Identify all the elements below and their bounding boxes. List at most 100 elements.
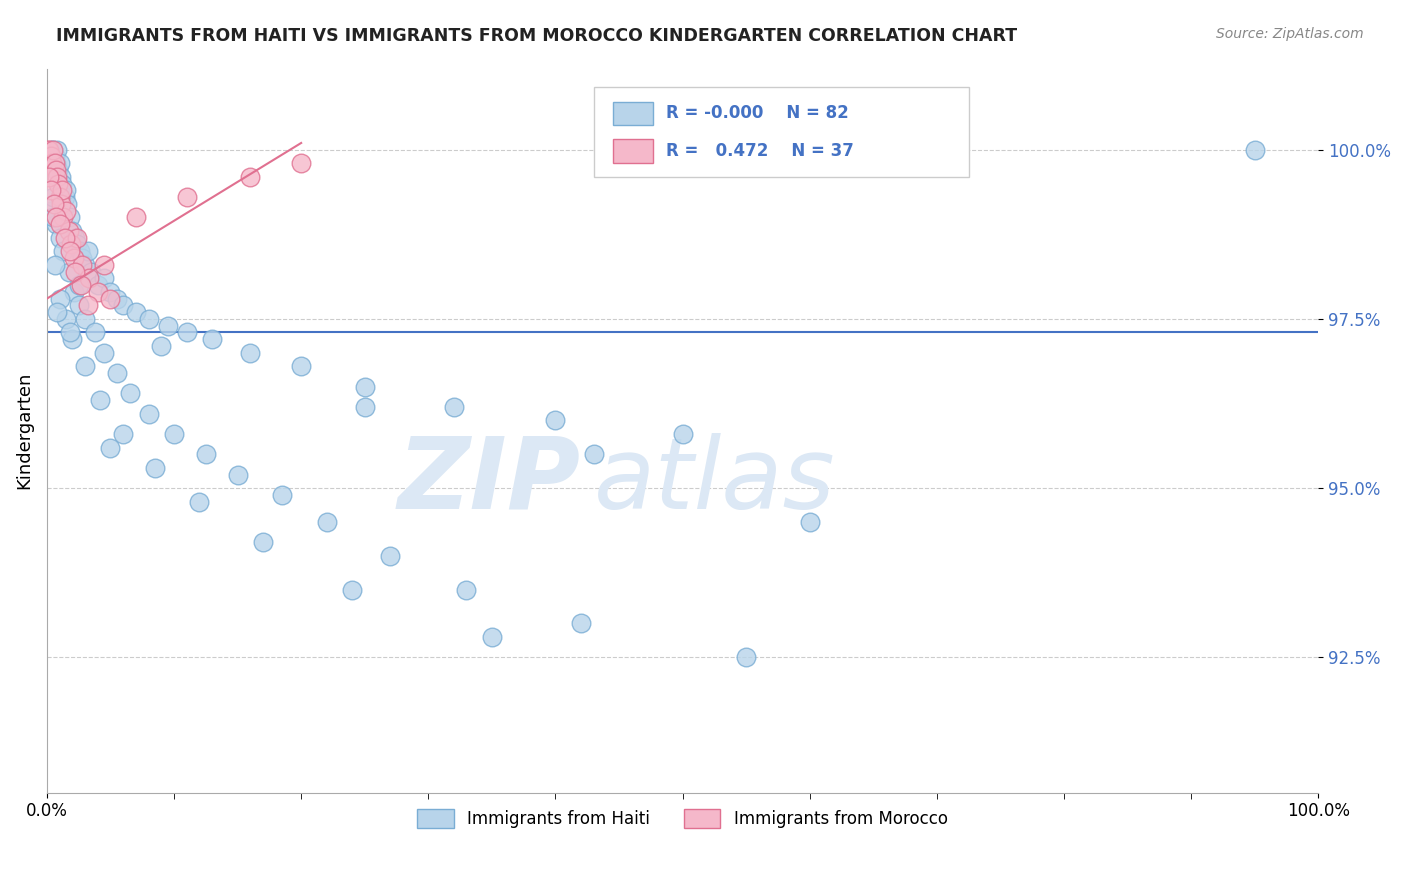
Point xyxy=(73,258,96,272)
Point xyxy=(125,211,148,225)
Point xyxy=(1243,143,1265,157)
Point xyxy=(194,447,217,461)
Point xyxy=(49,169,72,184)
Point xyxy=(62,251,84,265)
Point xyxy=(39,203,62,218)
Point xyxy=(143,460,166,475)
Point xyxy=(290,156,312,170)
Point xyxy=(290,359,312,374)
Text: Source: ZipAtlas.com: Source: ZipAtlas.com xyxy=(1216,27,1364,41)
Point xyxy=(67,298,90,312)
Point xyxy=(60,237,83,252)
Point xyxy=(138,312,160,326)
Y-axis label: Kindergarten: Kindergarten xyxy=(15,372,32,490)
Point xyxy=(112,298,135,312)
Point xyxy=(443,400,465,414)
Point xyxy=(72,251,94,265)
Point xyxy=(42,143,65,157)
Point xyxy=(53,230,76,244)
Point xyxy=(353,379,375,393)
Point xyxy=(46,169,69,184)
Point xyxy=(100,441,122,455)
Point xyxy=(93,271,115,285)
Point xyxy=(45,163,67,178)
Point xyxy=(66,230,89,244)
Point xyxy=(105,292,128,306)
Point xyxy=(671,427,693,442)
Point xyxy=(55,183,77,197)
Point xyxy=(112,427,135,442)
Point xyxy=(38,143,60,157)
Point xyxy=(69,244,91,259)
Bar xyxy=(613,102,654,125)
Text: IMMIGRANTS FROM HAITI VS IMMIGRANTS FROM MOROCCO KINDERGARTEN CORRELATION CHART: IMMIGRANTS FROM HAITI VS IMMIGRANTS FROM… xyxy=(56,27,1018,45)
Point xyxy=(100,285,122,299)
Point xyxy=(544,413,567,427)
Point xyxy=(63,264,86,278)
Point xyxy=(48,190,70,204)
Point xyxy=(569,616,592,631)
Point xyxy=(49,197,72,211)
Point xyxy=(239,345,262,359)
Point xyxy=(38,169,60,184)
Point xyxy=(48,217,70,231)
Point xyxy=(73,359,96,374)
Point xyxy=(51,177,73,191)
Point xyxy=(188,494,211,508)
Point xyxy=(271,488,294,502)
Point xyxy=(89,393,111,408)
Point xyxy=(46,143,69,157)
Point xyxy=(48,230,70,244)
Point xyxy=(118,386,141,401)
Point xyxy=(176,326,198,340)
Text: R =   0.472    N = 37: R = 0.472 N = 37 xyxy=(666,142,853,160)
Point xyxy=(353,400,375,414)
FancyBboxPatch shape xyxy=(593,87,969,178)
Point xyxy=(48,156,70,170)
Point xyxy=(52,244,75,259)
Point xyxy=(73,312,96,326)
Point xyxy=(42,197,65,211)
Point xyxy=(39,149,62,163)
Point xyxy=(315,515,337,529)
Point xyxy=(60,332,83,346)
Point xyxy=(252,535,274,549)
Point xyxy=(76,244,98,259)
Point xyxy=(105,366,128,380)
Point xyxy=(44,156,66,170)
Bar xyxy=(613,139,654,162)
Point xyxy=(46,163,69,178)
Point xyxy=(59,244,82,259)
Point xyxy=(100,292,122,306)
Point xyxy=(53,190,76,204)
Point xyxy=(76,298,98,312)
Text: atlas: atlas xyxy=(593,433,835,530)
Point xyxy=(58,224,80,238)
Point xyxy=(41,183,63,197)
Point xyxy=(93,345,115,359)
Point xyxy=(87,278,110,293)
Point xyxy=(226,467,249,482)
Point xyxy=(46,305,69,319)
Point xyxy=(481,630,503,644)
Point xyxy=(37,143,59,157)
Point xyxy=(87,285,110,299)
Point xyxy=(62,285,84,299)
Point xyxy=(70,278,93,293)
Point xyxy=(378,549,401,563)
Point xyxy=(51,183,73,197)
Point xyxy=(84,326,107,340)
Point xyxy=(55,312,77,326)
Point xyxy=(582,447,605,461)
Point xyxy=(48,292,70,306)
Point xyxy=(201,332,224,346)
Point xyxy=(58,264,80,278)
Text: R = -0.000    N = 82: R = -0.000 N = 82 xyxy=(666,104,849,122)
Point xyxy=(41,143,63,157)
Point xyxy=(59,326,82,340)
Point xyxy=(77,271,100,285)
Point xyxy=(44,258,66,272)
Point xyxy=(60,224,83,238)
Point xyxy=(56,197,79,211)
Point xyxy=(66,237,89,252)
